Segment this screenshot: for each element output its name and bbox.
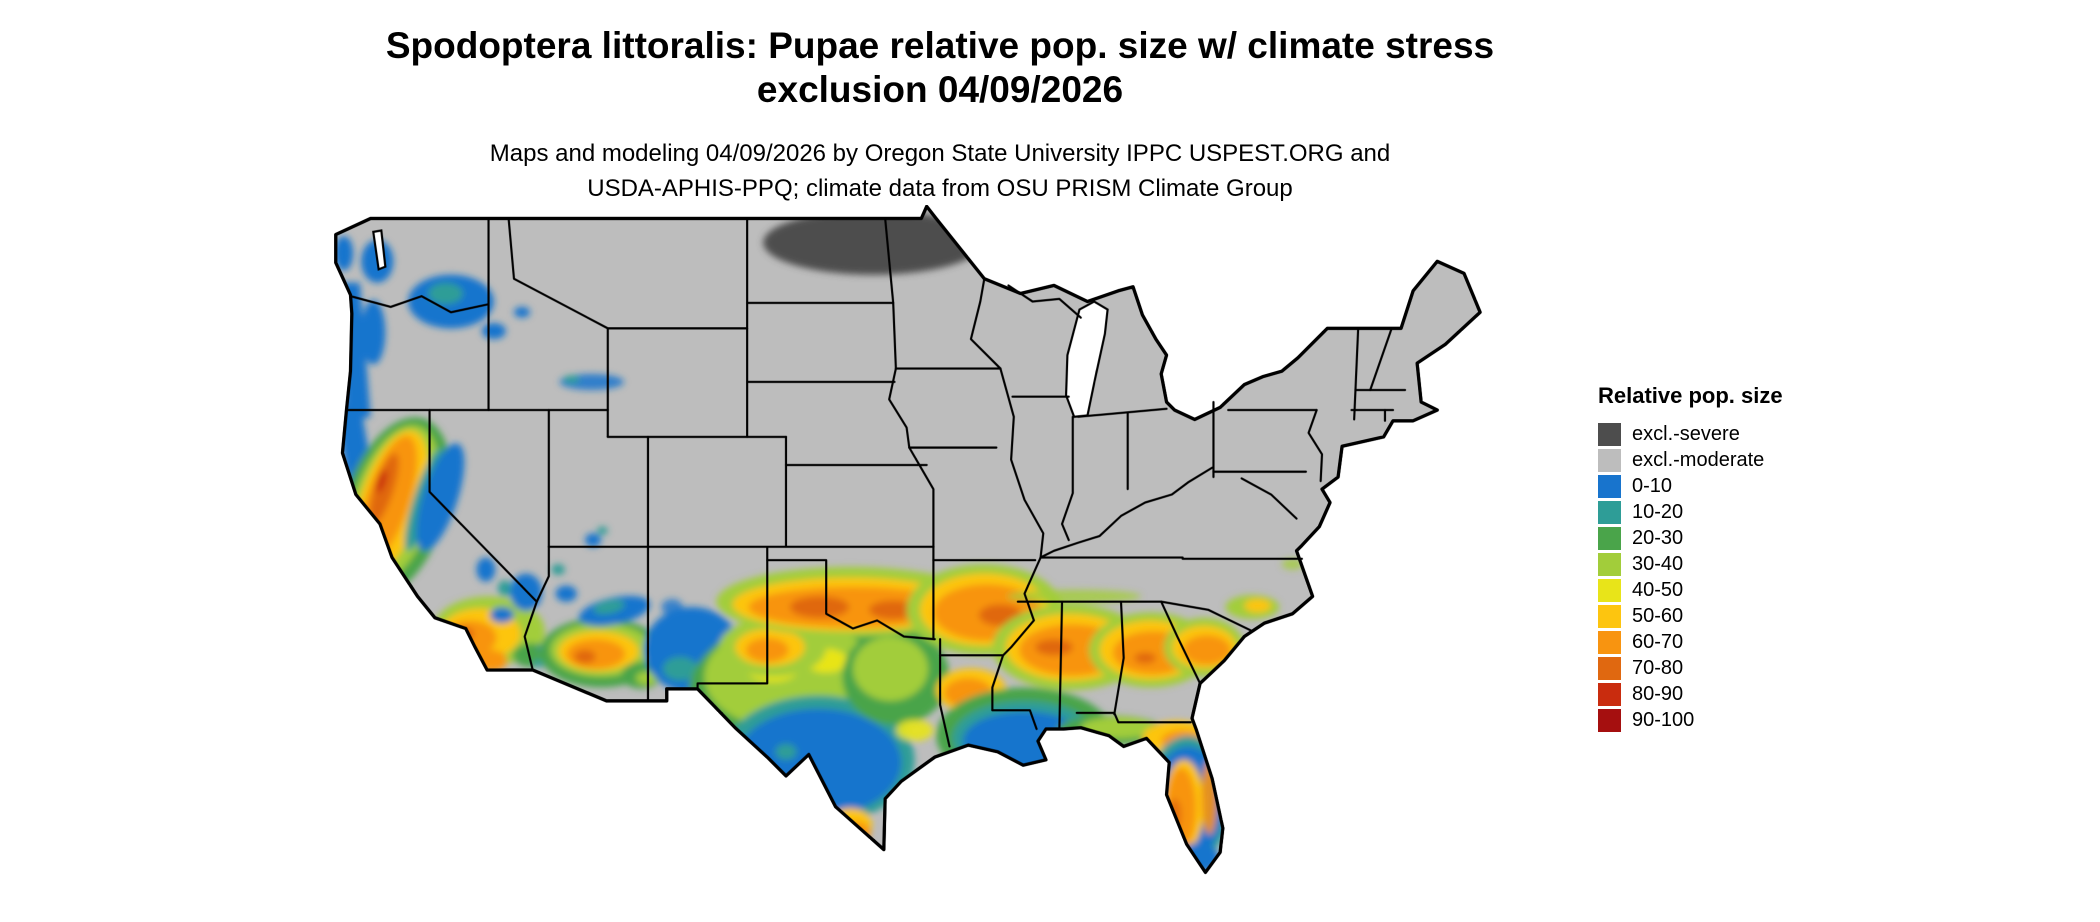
legend-item: 10-20 [1598,499,1878,525]
severe-region-maine [1356,282,1400,310]
legend-swatch [1598,578,1621,602]
page-title-line1: Spodoptera littoralis: Pupae relative po… [385,25,1495,66]
us-outline [334,205,1482,874]
severe-region-new-england [1311,258,1381,302]
legend-swatch [1598,422,1621,446]
severe-region-minnesota [763,210,983,275]
legend-swatch [1598,526,1621,550]
legend-swatch [1598,604,1621,628]
legend-label: 60-70 [1632,631,1684,653]
legend-swatch [1598,630,1621,654]
state-borders [345,217,1407,748]
legend-swatch [1598,474,1621,498]
subtitle-line1: Maps and modeling 04/09/2026 by Oregon S… [489,139,1391,167]
legend-item: 0-10 [1598,473,1878,499]
legend-title: Relative pop. size [1598,383,1783,408]
map-shading-arizona [509,573,663,689]
legend-label: 80-90 [1632,683,1684,705]
legend-label: 0-10 [1632,475,1673,497]
header: Spodoptera littoralis: Pupae relative po… [0,24,1880,206]
legend-swatch [1598,552,1621,576]
puget-sound [372,229,387,271]
map-shading-texas [688,617,950,843]
map-shading-gulf-coast [936,687,1113,784]
legend-swatch [1598,448,1621,472]
legend-swatch [1598,656,1621,680]
legend-item: 70-80 [1598,655,1878,681]
legend-swatch [1598,500,1621,524]
legend-label: 70-80 [1632,657,1684,679]
legend-label: 50-60 [1632,605,1684,627]
legend-label: 40-50 [1632,579,1684,601]
subtitle-line2: USDA-APHIS-PPQ; climate data from OSU PR… [587,174,1293,202]
legend-swatch [1598,708,1621,732]
legend-item: 50-60 [1598,603,1878,629]
legend-item: 40-50 [1598,577,1878,603]
legend-item: excl.-severe [1598,421,1878,447]
legend-item: 60-70 [1598,629,1878,655]
legend-label: excl.-severe [1632,423,1740,445]
legend: Relative pop. size excl.-severe excl.-mo… [1598,383,1878,733]
subtitle: Maps and modeling 04/09/2026 by Oregon S… [0,137,1880,207]
page-title-line2: exclusion 04/09/2026 [756,69,1124,111]
legend-swatch [1598,682,1621,706]
us-map [250,205,1590,922]
legend-label: 10-20 [1632,501,1684,523]
legend-label: 90-100 [1632,709,1695,731]
legend-item: 90-100 [1598,707,1878,733]
legend-items: excl.-severe excl.-moderate 0-10 10-20 2… [1598,421,1878,733]
legend-label: 30-40 [1632,553,1684,575]
legend-label: 20-30 [1632,527,1684,549]
us-map-svg [334,205,1482,874]
lake-michigan [1064,300,1109,418]
legend-item: 80-90 [1598,681,1878,707]
legend-item: 20-30 [1598,525,1878,551]
population-shading [335,210,1400,873]
legend-item: excl.-moderate [1598,447,1878,473]
legend-item: 30-40 [1598,551,1878,577]
map-shading-southeast-belt [716,558,1304,712]
legend-label: excl.-moderate [1632,449,1765,471]
